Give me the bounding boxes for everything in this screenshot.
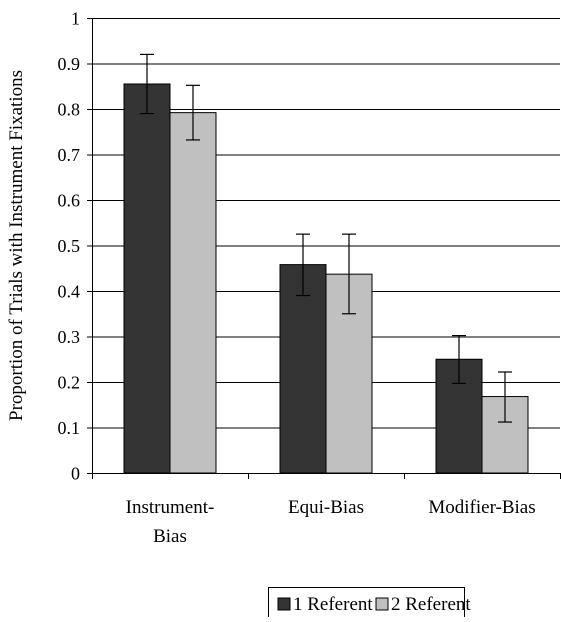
y-tick-label: 0.1 (58, 418, 81, 438)
y-tick-label: 0.9 (58, 54, 81, 74)
legend-label: 1 Referent (293, 594, 373, 615)
y-tick-label: 1 (71, 9, 80, 29)
y-tick-label: 0.4 (58, 282, 81, 302)
x-tick-label: Equi-Bias (288, 497, 364, 518)
y-tick-label: 0.3 (58, 327, 81, 347)
y-tick-label: 0 (71, 464, 80, 484)
y-tick-label: 0.7 (58, 145, 81, 165)
bar (124, 84, 170, 473)
y-tick-label: 0.2 (58, 373, 81, 393)
x-tick-label: Bias (153, 526, 187, 547)
y-axis-label: Proportion of Trials with Instrument Fix… (6, 70, 27, 421)
legend-swatch (278, 598, 290, 610)
y-tick-label: 0.5 (58, 236, 81, 256)
legend-swatch (376, 598, 388, 610)
x-tick-label: Modifier-Bias (428, 497, 535, 518)
x-tick-label: Instrument- (126, 497, 215, 518)
y-tick-label: 0.6 (58, 191, 81, 211)
legend-label: 2 Referent (391, 594, 471, 615)
bar (170, 113, 216, 473)
y-tick-label: 0.8 (58, 100, 81, 120)
